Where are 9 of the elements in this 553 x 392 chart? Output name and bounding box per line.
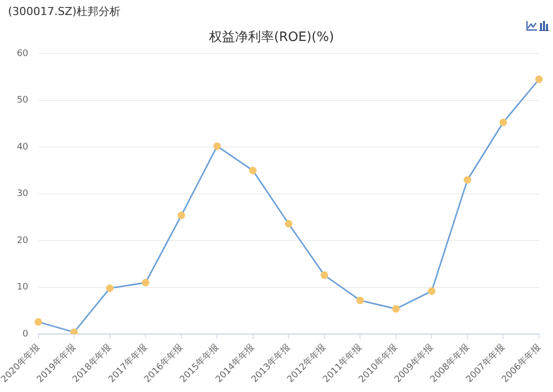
y-tick-label: 20 [16,236,29,246]
y-tick-label: 60 [16,48,29,59]
y-tick-label: 10 [16,282,29,293]
y-tick-label: 50 [16,96,29,106]
y-tick-label: 30 [16,189,29,200]
y-tick-label: 0 [22,329,29,340]
text: (300017.SZ)杜邦分析 [8,4,121,19]
y-tick-label: 40 [16,142,29,152]
chart-title: 权益净利率(ROE)(%) [208,29,334,46]
